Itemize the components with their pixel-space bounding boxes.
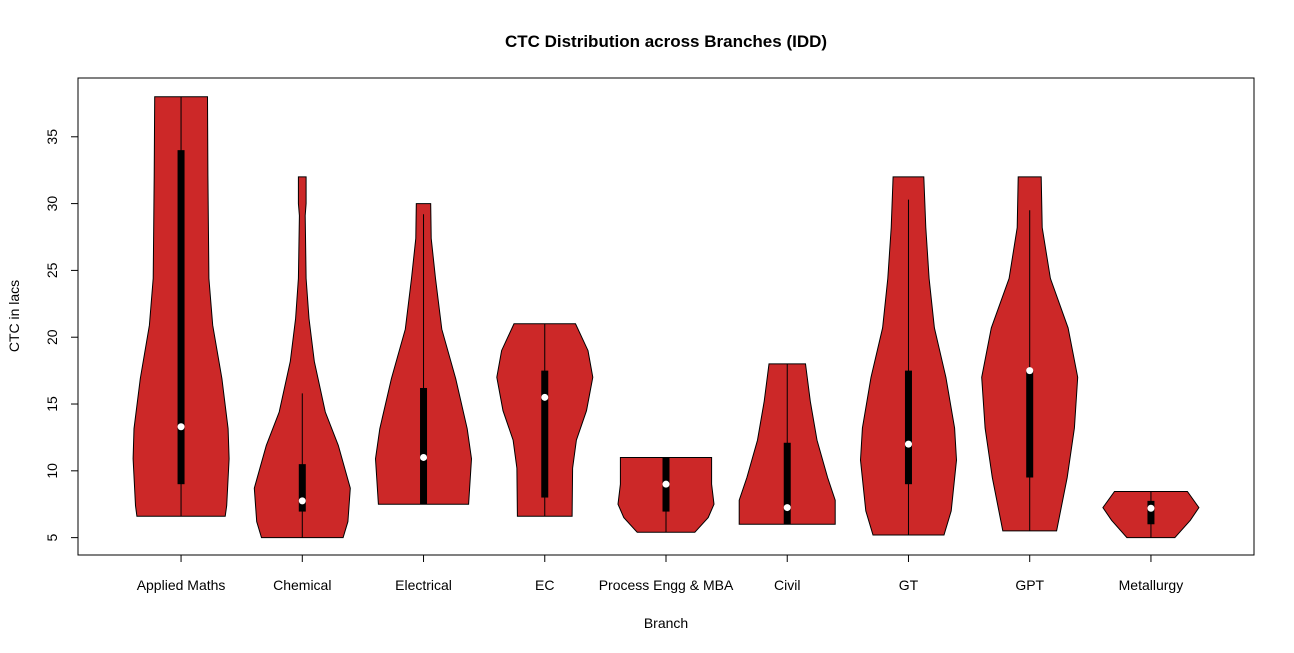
violin-median-point bbox=[662, 480, 670, 488]
x-tick-label: Process Engg & MBA bbox=[599, 577, 734, 593]
y-tick-label: 5 bbox=[44, 534, 60, 542]
violin-iqr-box bbox=[541, 370, 549, 498]
violin-body bbox=[253, 176, 351, 539]
y-tick-label: 35 bbox=[44, 129, 60, 145]
y-tick-label: 20 bbox=[44, 329, 60, 345]
violin-8 bbox=[981, 176, 1079, 532]
violin-median-point bbox=[420, 453, 428, 461]
x-tick-label: Applied Maths bbox=[137, 577, 226, 593]
x-tick-label: GPT bbox=[1015, 577, 1044, 593]
y-tick-label: 15 bbox=[44, 396, 60, 412]
violin-3 bbox=[374, 203, 473, 505]
violins bbox=[132, 96, 1200, 539]
x-tick-label: Metallurgy bbox=[1119, 577, 1184, 593]
y-tick-label: 25 bbox=[44, 262, 60, 278]
x-tick-label: Civil bbox=[774, 577, 800, 593]
violin-iqr-box bbox=[1147, 500, 1155, 525]
x-axis-title: Branch bbox=[644, 615, 688, 631]
violin-iqr-box bbox=[177, 150, 185, 485]
violin-7 bbox=[859, 176, 958, 536]
y-tick-label: 10 bbox=[44, 463, 60, 479]
x-tick-label: Chemical bbox=[273, 577, 331, 593]
x-tick-label: Electrical bbox=[395, 577, 452, 593]
violin-median-point bbox=[904, 440, 912, 448]
violin-iqr-box bbox=[420, 387, 428, 505]
violin-2 bbox=[253, 176, 351, 539]
y-tick-label: 30 bbox=[44, 196, 60, 212]
violin-median-point bbox=[177, 423, 185, 431]
y-axis: 5 10 15 20 25 30 35 bbox=[44, 129, 79, 542]
violin-4 bbox=[496, 323, 594, 517]
violin-median-point bbox=[1026, 367, 1034, 375]
x-tick-label: GT bbox=[899, 577, 919, 593]
violin-median-point bbox=[783, 504, 791, 512]
x-axis: Applied Maths Chemical Electrical EC Process… bbox=[137, 554, 1184, 593]
x-tick-label: EC bbox=[535, 577, 554, 593]
violin-median-point bbox=[298, 497, 306, 505]
violin-1 bbox=[132, 96, 230, 517]
violin-iqr-box bbox=[1026, 370, 1034, 478]
y-axis-title: CTC in lacs bbox=[6, 280, 22, 352]
violin-iqr-box bbox=[783, 442, 791, 525]
violin-5 bbox=[617, 457, 715, 533]
violin-iqr-box bbox=[904, 370, 912, 485]
violin-iqr-box bbox=[298, 464, 306, 512]
violin-median-point bbox=[1147, 504, 1155, 512]
violin-median-point bbox=[541, 393, 549, 401]
violin-6 bbox=[738, 363, 836, 525]
chart-title: CTC Distribution across Branches (IDD) bbox=[505, 32, 827, 51]
violin-9 bbox=[1102, 491, 1200, 539]
